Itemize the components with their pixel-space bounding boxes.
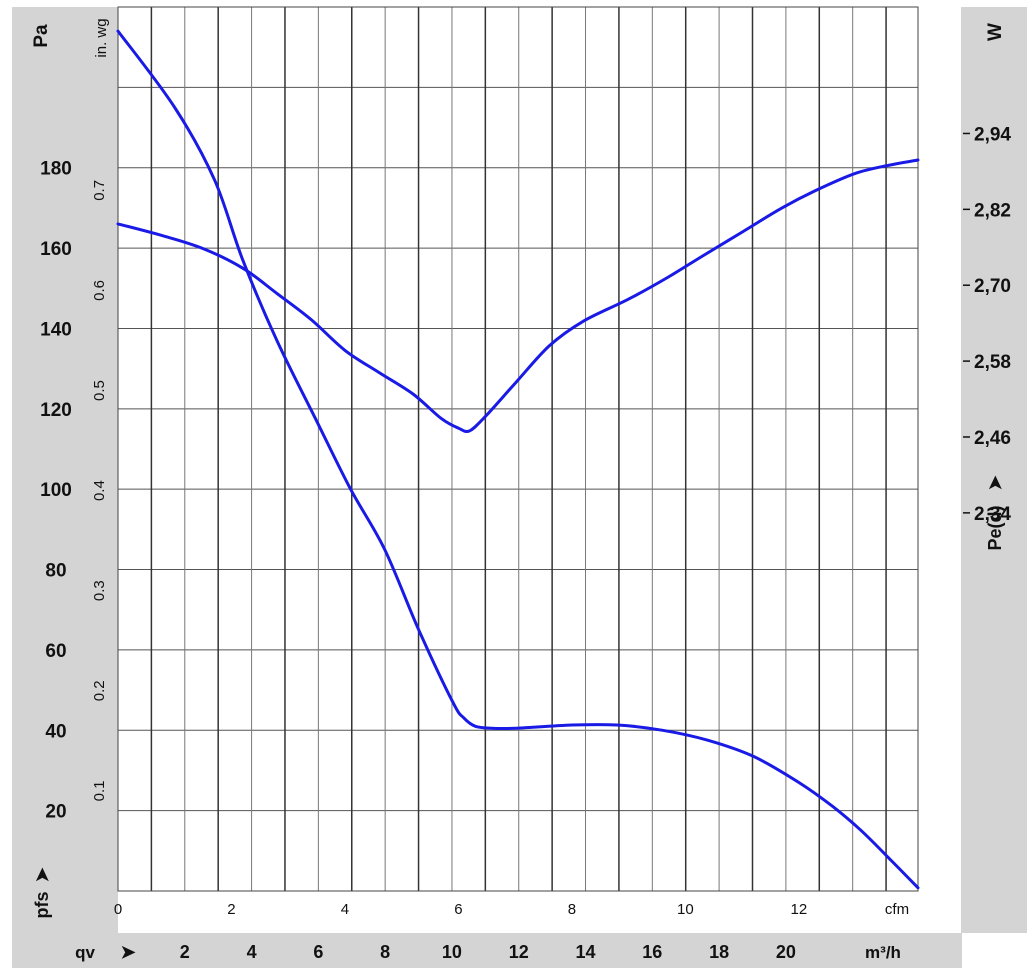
m3h-tick-label: 14 [576,942,596,962]
m3h-tick-label: 4 [247,942,257,962]
inwg-tick-label: 0.1 [91,780,108,801]
cfm-tick-label: 8 [568,901,576,918]
qv-axis-prefix: qv [75,943,95,962]
pa-tick-label: 80 [45,561,66,582]
pa-tick-label: 100 [40,480,72,501]
plot-border [117,6,919,892]
power-arrow-label: Pe(d) [985,505,1005,550]
m3h-tick-label: 20 [776,942,796,962]
pa-tick-label: 40 [45,721,66,742]
w-tick-label: 2,58 [974,352,1011,373]
inwg-tick-label: 0.4 [91,480,108,501]
cfm-tick-label: 12 [791,901,808,918]
cfm-tick-label: 0 [114,901,122,918]
pa-tick-label: 60 [45,641,66,662]
power-arrow-glyph: ➤ [985,475,1005,491]
cfm-tick-label: 10 [677,901,694,918]
pa-tick-label: 180 [40,159,72,180]
pa-tick-label: 140 [40,319,72,340]
inner-axis-title: in. wg [93,18,110,57]
inwg-tick-label: 0.2 [91,680,108,701]
qv-axis-arrow: ➤ [120,942,136,962]
pressure-curve [116,29,920,890]
w-tick-label: 2,46 [974,428,1011,449]
w-tick-label: 2,70 [974,276,1011,297]
pa-tick-label: 160 [40,239,72,260]
inwg-tick-label: 0.7 [91,180,108,201]
left-axis-title: Pa [31,24,52,48]
m3h-tick-label: 8 [380,942,390,962]
inwg-tick-label: 0.5 [91,380,108,401]
curves [116,29,920,890]
m3h-tick-label: 18 [709,942,729,962]
m3h-tick-label: 12 [509,942,529,962]
cfm-tick-label: 4 [341,901,349,918]
cfm-tick-label: 6 [454,901,462,918]
m3h-tick-label: 6 [313,942,323,962]
m3h-axis-title: m³/h [865,943,901,962]
left-axis-panel [12,7,118,933]
pressure-arrow-label: pfs [32,892,52,919]
right-axis-title: W [985,23,1006,41]
tick-labels: 204060801001201401601800.10.20.30.40.50.… [40,124,1011,962]
inwg-tick-label: 0.3 [91,580,108,601]
m3h-tick-label: 16 [642,942,662,962]
plot-area [118,7,918,891]
w-tick-label: 2,94 [974,124,1011,145]
gridlines [118,7,918,891]
inwg-tick-label: 0.6 [91,280,108,301]
pa-tick-label: 120 [40,400,72,421]
power-curve [116,158,920,433]
pressure-arrow-glyph: ➤ [32,867,52,883]
cfm-tick-label: 2 [227,901,235,918]
m3h-tick-label: 10 [442,942,462,962]
bottom-axis-panel [12,933,962,968]
cfm-axis-title: cfm [885,901,909,918]
right-axis-panel [961,7,1027,933]
w-tick-label: 2,82 [974,200,1011,221]
m3h-tick-label: 2 [180,942,190,962]
w-tick-label: 2,34 [974,504,1011,525]
pa-tick-label: 20 [45,802,66,823]
